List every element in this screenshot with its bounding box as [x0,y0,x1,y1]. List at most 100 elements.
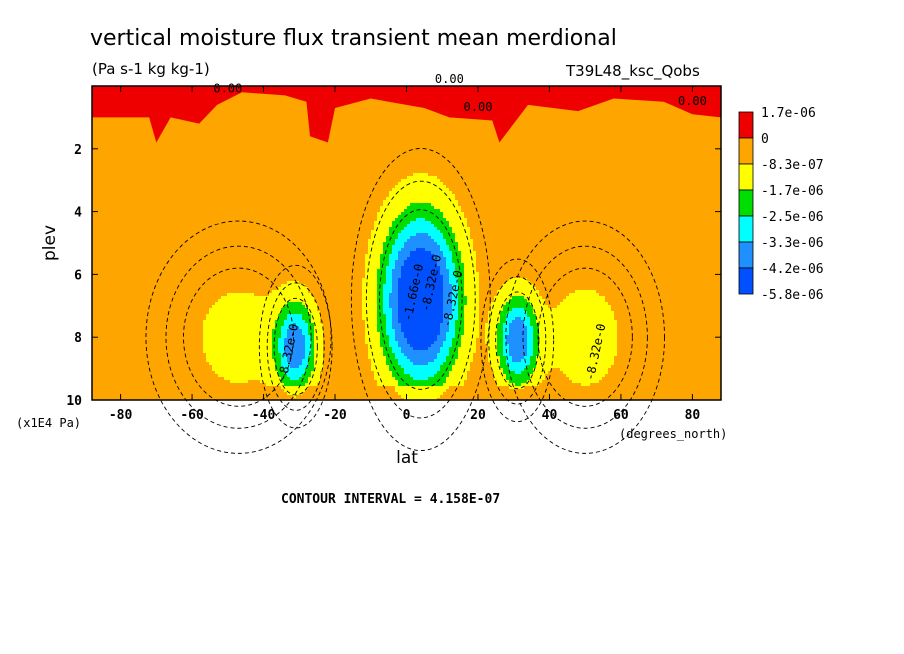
heatmap-cell [611,143,615,147]
heatmap-cell [329,146,333,150]
heatmap-cell [122,125,126,129]
heatmap-cell [125,128,129,132]
heatmap-cell [452,149,456,153]
heatmap-cell [542,119,546,123]
heatmap-cell [401,149,405,153]
heatmap-cell [119,131,123,135]
heatmap-cell [407,152,411,156]
heatmap-cell [398,146,402,150]
heatmap-cell [143,116,147,120]
heatmap-cell [293,155,297,159]
heatmap-cell [137,122,141,126]
heatmap-cell [224,149,228,153]
heatmap-cell [491,122,495,126]
heatmap-cell [221,134,225,138]
heatmap-cell [296,125,300,129]
heatmap-cell [407,122,411,126]
heatmap-cell [590,128,594,132]
heatmap-cell [614,119,618,123]
heatmap-cell [659,143,663,147]
heatmap-cell [413,137,417,141]
heatmap-cell [563,122,567,126]
heatmap-cell [602,143,606,147]
heatmap-cell [566,131,570,135]
heatmap-cell [278,152,282,156]
heatmap-cell [713,143,717,147]
heatmap-cell [392,122,396,126]
heatmap-cell [371,155,375,159]
heatmap-cell [272,113,276,117]
heatmap-cell [686,119,690,123]
heatmap-cell [485,140,489,144]
heatmap-cell [158,149,162,153]
heatmap-cell [131,134,135,138]
heatmap-cell [647,110,651,114]
heatmap-cell [464,152,468,156]
heatmap-cell [680,113,684,117]
heatmap-cell [596,137,600,141]
heatmap-cell [353,131,357,135]
heatmap-cell [395,113,399,117]
heatmap-cell [398,131,402,135]
heatmap-cell [668,113,672,117]
heatmap-cell [239,134,243,138]
heatmap-cell [509,146,513,150]
heatmap-cell [374,134,378,138]
heatmap-cell [179,134,183,138]
heatmap-cell [440,128,444,132]
heatmap-cell [506,155,510,159]
heatmap-cell [326,143,330,147]
heatmap-cell [590,125,594,129]
heatmap-cell [539,146,543,150]
heatmap-cell [698,137,702,141]
heatmap-cell [383,152,387,156]
heatmap-cell [713,119,717,123]
heatmap-cell [680,125,684,129]
heatmap-cell [683,152,687,156]
heatmap-cell [536,116,540,120]
heatmap-cell [470,137,474,141]
heatmap-cell [287,128,291,132]
heatmap-cell [674,131,678,135]
heatmap-cell [245,131,249,135]
heatmap-cell [281,122,285,126]
heatmap-cell [380,119,384,123]
heatmap-cell [485,122,489,126]
heatmap-cell [200,134,204,138]
heatmap-cell [374,122,378,126]
heatmap-cell [470,128,474,132]
heatmap-cell [704,125,708,129]
heatmap-cell [368,122,372,126]
heatmap-cell [179,143,183,147]
heatmap-cell [110,125,114,129]
heatmap-cell [545,107,549,111]
heatmap-cell [620,110,624,114]
heatmap-cell [377,155,381,159]
heatmap-cell [368,128,372,132]
heatmap-cell [344,134,348,138]
heatmap-cell [248,116,252,120]
heatmap-cell [260,104,264,108]
heatmap-cell [182,146,186,150]
heatmap-cell [110,143,114,147]
heatmap-cell [578,119,582,123]
heatmap-cell [686,116,690,120]
heatmap-cell [254,146,258,150]
heatmap-cell [596,146,600,150]
heatmap-cell [692,140,696,144]
heatmap-cell [236,125,240,129]
heatmap-cell [110,149,114,153]
heatmap-cell [434,122,438,126]
heatmap-cell [353,104,357,108]
heatmap-cell [146,140,150,144]
heatmap-cell [92,140,96,144]
heatmap-cell [533,122,537,126]
heatmap-cell [335,149,339,153]
heatmap-cell [689,152,693,156]
heatmap-cell [641,140,645,144]
heatmap-cell [569,149,573,153]
heatmap-cell [305,125,309,129]
heatmap-cell [299,152,303,156]
heatmap-cell [449,119,453,123]
heatmap-cell [233,122,237,126]
